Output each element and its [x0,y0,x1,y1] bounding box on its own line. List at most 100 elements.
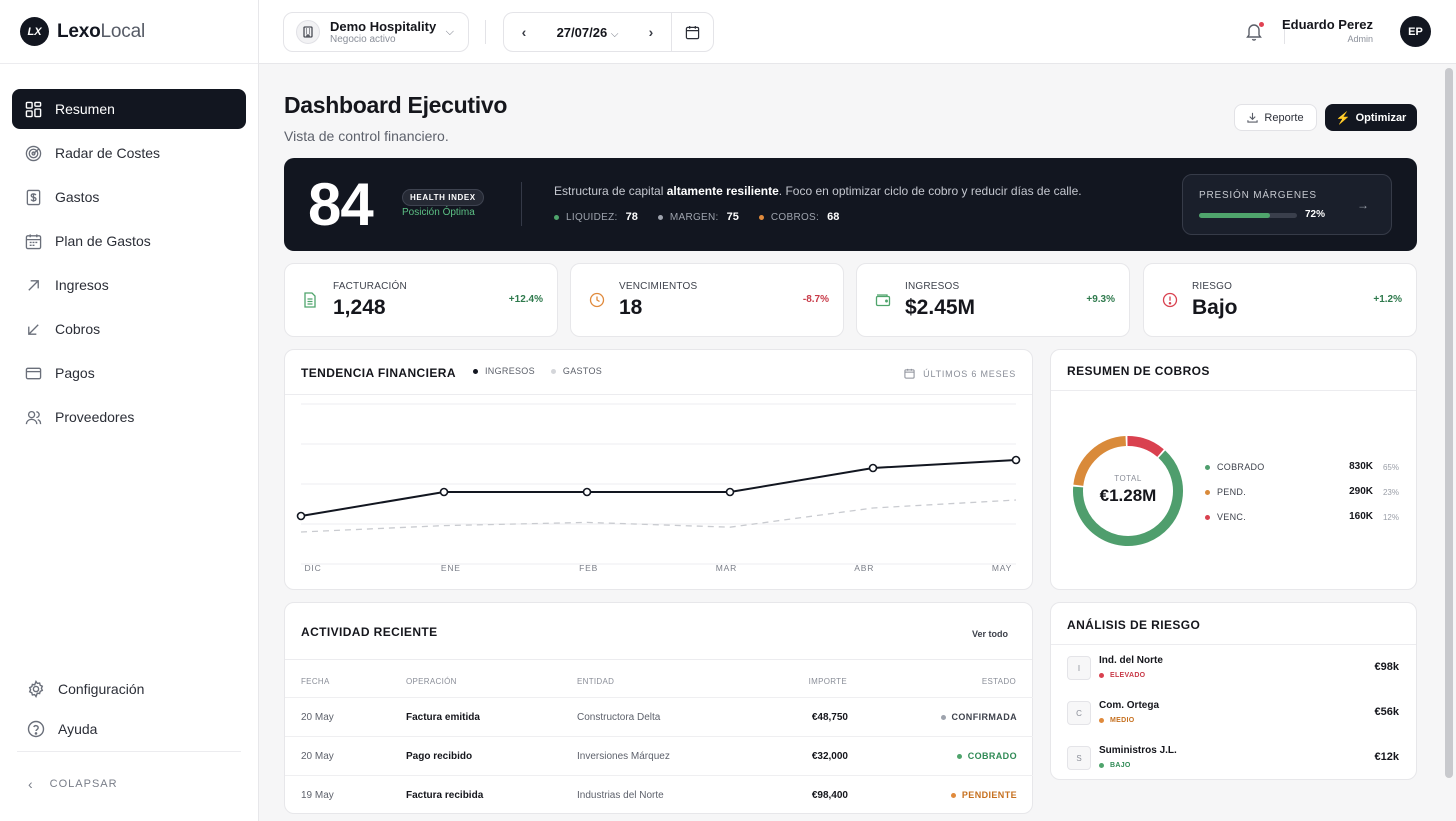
table-row[interactable]: 19 May Factura recibida Industrias del N… [285,775,1033,814]
document-icon [304,292,316,308]
collapse-label: COLAPSAR [49,778,118,790]
risk-item[interactable]: S Suministros J.L. BAJO €12k [1051,738,1415,783]
view-all-link[interactable]: Ver todo [971,629,1008,639]
kpi-card-riesgo[interactable]: RIESGO Bajo +1.2% [1143,263,1417,337]
collapse-button[interactable]: ‹ COLAPSAR [28,776,118,792]
notifications-button[interactable] [1245,22,1264,46]
sidebar-item-proveedores[interactable]: Proveedores [12,397,246,437]
health-metrics: LIQUIDEZ: 78 MARGEN: 75 COBROS: 68 [554,211,859,223]
divider [285,394,1032,395]
company-selector[interactable]: Demo Hospitality Negocio activo ⌵ [283,12,469,52]
column-header-fecha: FECHA [301,677,330,686]
page-title: Dashboard Ejecutivo [284,92,508,118]
sidebar: LX LexoLocal Resumen Radar de Costes Gas… [0,0,259,821]
sidebar-item-cobros[interactable]: Cobros [12,309,246,349]
status-dot [657,214,663,220]
sidebar-item-resumen[interactable]: Resumen [12,89,246,129]
column-header-estado: ESTADO [981,677,1016,686]
kpi-card-facturacion[interactable]: FACTURACIÓN 1,248 +12.4% [284,263,558,337]
legend-dot [1205,515,1210,520]
sidebar-item-pagos[interactable]: Pagos [12,353,246,393]
sidebar-item-radar[interactable]: Radar de Costes [12,133,246,173]
recent-activity-card: ACTIVIDAD RECIENTE Ver todo FECHA OPERAC… [284,602,1033,814]
next-date-button[interactable]: › [648,24,654,40]
pressure-label: PRESIÓN MÁRGENES [1199,190,1317,201]
help-link[interactable]: Ayuda [17,709,241,749]
risk-item[interactable]: C Com. Ortega MEDIO €56k [1051,693,1415,738]
data-point[interactable] [725,487,735,497]
chart-legend: INGRESOS GASTOS [473,366,618,376]
data-point[interactable] [582,487,592,497]
range-selector[interactable]: ÚLTIMOS 6 MESES [904,368,1016,379]
cobros-title: RESUMEN DE COBROS [1067,364,1210,378]
cobros-summary-card: RESUMEN DE COBROS TOTAL €1.28M COBRADO 83… [1050,349,1417,590]
donut-slice-venc[interactable] [1127,436,1164,457]
sidebar-item-label: Gastos [55,189,100,205]
sidebar-item-gastos[interactable]: Gastos [12,177,246,217]
legend-item-ingresos: INGRESOS [473,366,535,376]
table-row[interactable]: 20 May Pago recibido Inversiones Márquez… [285,736,1033,775]
metric-cobros: COBROS: 68 [758,211,839,223]
table-row[interactable]: 20 May Factura emitida Constructora Delt… [285,697,1033,736]
date-picker[interactable]: 27/07/26 ⌵ [544,25,631,40]
settings-link[interactable]: Configuración [17,669,241,709]
entity-initial: S [1067,746,1091,770]
sidebar-item-label: Resumen [55,101,115,117]
clock-icon [589,292,605,308]
margin-pressure-card[interactable]: PRESIÓN MÁRGENES 72% → [1182,174,1392,235]
calendar-button[interactable] [671,12,713,52]
cell-date: 20 May [301,751,334,762]
divider [521,182,522,226]
donut-slice-pend[interactable] [1073,436,1127,487]
data-point[interactable] [296,511,306,521]
entity-initial: C [1067,701,1091,725]
legend-dot [1205,465,1210,470]
risk-amount: €56k [1374,706,1399,718]
trend-chart-card: TENDENCIA FINANCIERA INGRESOS GASTOS ÚLT… [284,349,1033,590]
optimize-button[interactable]: ⚡ Optimizar [1325,104,1417,131]
risk-item[interactable]: I Ind. del Norte ELEVADO €98k [1051,648,1415,693]
sidebar-item-label: Pagos [55,365,95,381]
kpi-value: 18 [619,296,643,319]
avatar[interactable]: EP [1400,16,1431,47]
donut-total-label: TOTAL [1114,474,1142,483]
report-button[interactable]: Reporte [1234,104,1317,131]
sidebar-item-label: Radar de Costes [55,145,161,161]
gear-icon [28,680,44,698]
cell-entity: Industrias del Norte [577,790,664,801]
kpi-delta: -8.7% [802,294,829,305]
pressure-bar [1199,213,1297,218]
data-point[interactable] [1011,455,1021,465]
entity-name: Suministros J.L. [1099,745,1177,756]
sidebar-footer: Configuración Ayuda [17,669,241,749]
user-info[interactable]: Eduardo Perez Admin [1282,18,1373,44]
kpi-card-ingresos[interactable]: INGRESOS $2.45M +9.3% [856,263,1130,337]
kpi-card-vencimientos[interactable]: VENCIMIENTOS 18 -8.7% [570,263,844,337]
data-point[interactable] [439,487,449,497]
data-point[interactable] [868,463,878,473]
scrollbar[interactable] [1445,68,1453,778]
donut-slice-cobrado[interactable] [1073,450,1183,546]
column-header-importe: IMPORTE [808,677,847,686]
health-index-card: 84 HEALTH INDEX Posición Óptima Estructu… [284,158,1417,251]
sidebar-divider [17,751,241,752]
brand-name: LexoLocal [57,20,145,42]
optimize-label: Optimizar [1355,111,1407,124]
prev-date-button[interactable]: ‹ [521,24,527,40]
sidebar-item-label: Proveedores [55,409,135,425]
kpi-label: RIESGO [1192,281,1233,292]
legend-dot [473,368,478,374]
brand[interactable]: LX LexoLocal [0,0,258,64]
divider [1051,390,1416,391]
notification-dot [1259,22,1264,27]
sidebar-item-plan-gastos[interactable]: Plan de Gastos [12,221,246,261]
sidebar-item-ingresos[interactable]: Ingresos [12,265,246,305]
entity-initial: I [1067,656,1091,680]
activity-title: ACTIVIDAD RECIENTE [301,625,438,639]
calendar-icon [904,368,915,379]
series-line-ingresos [300,459,1017,517]
pressure-bar-fill [1199,213,1270,218]
arrow-right-icon: → [1357,198,1369,212]
series-line-gastos [300,499,1017,533]
lightning-icon: ⚡ [1335,110,1351,125]
